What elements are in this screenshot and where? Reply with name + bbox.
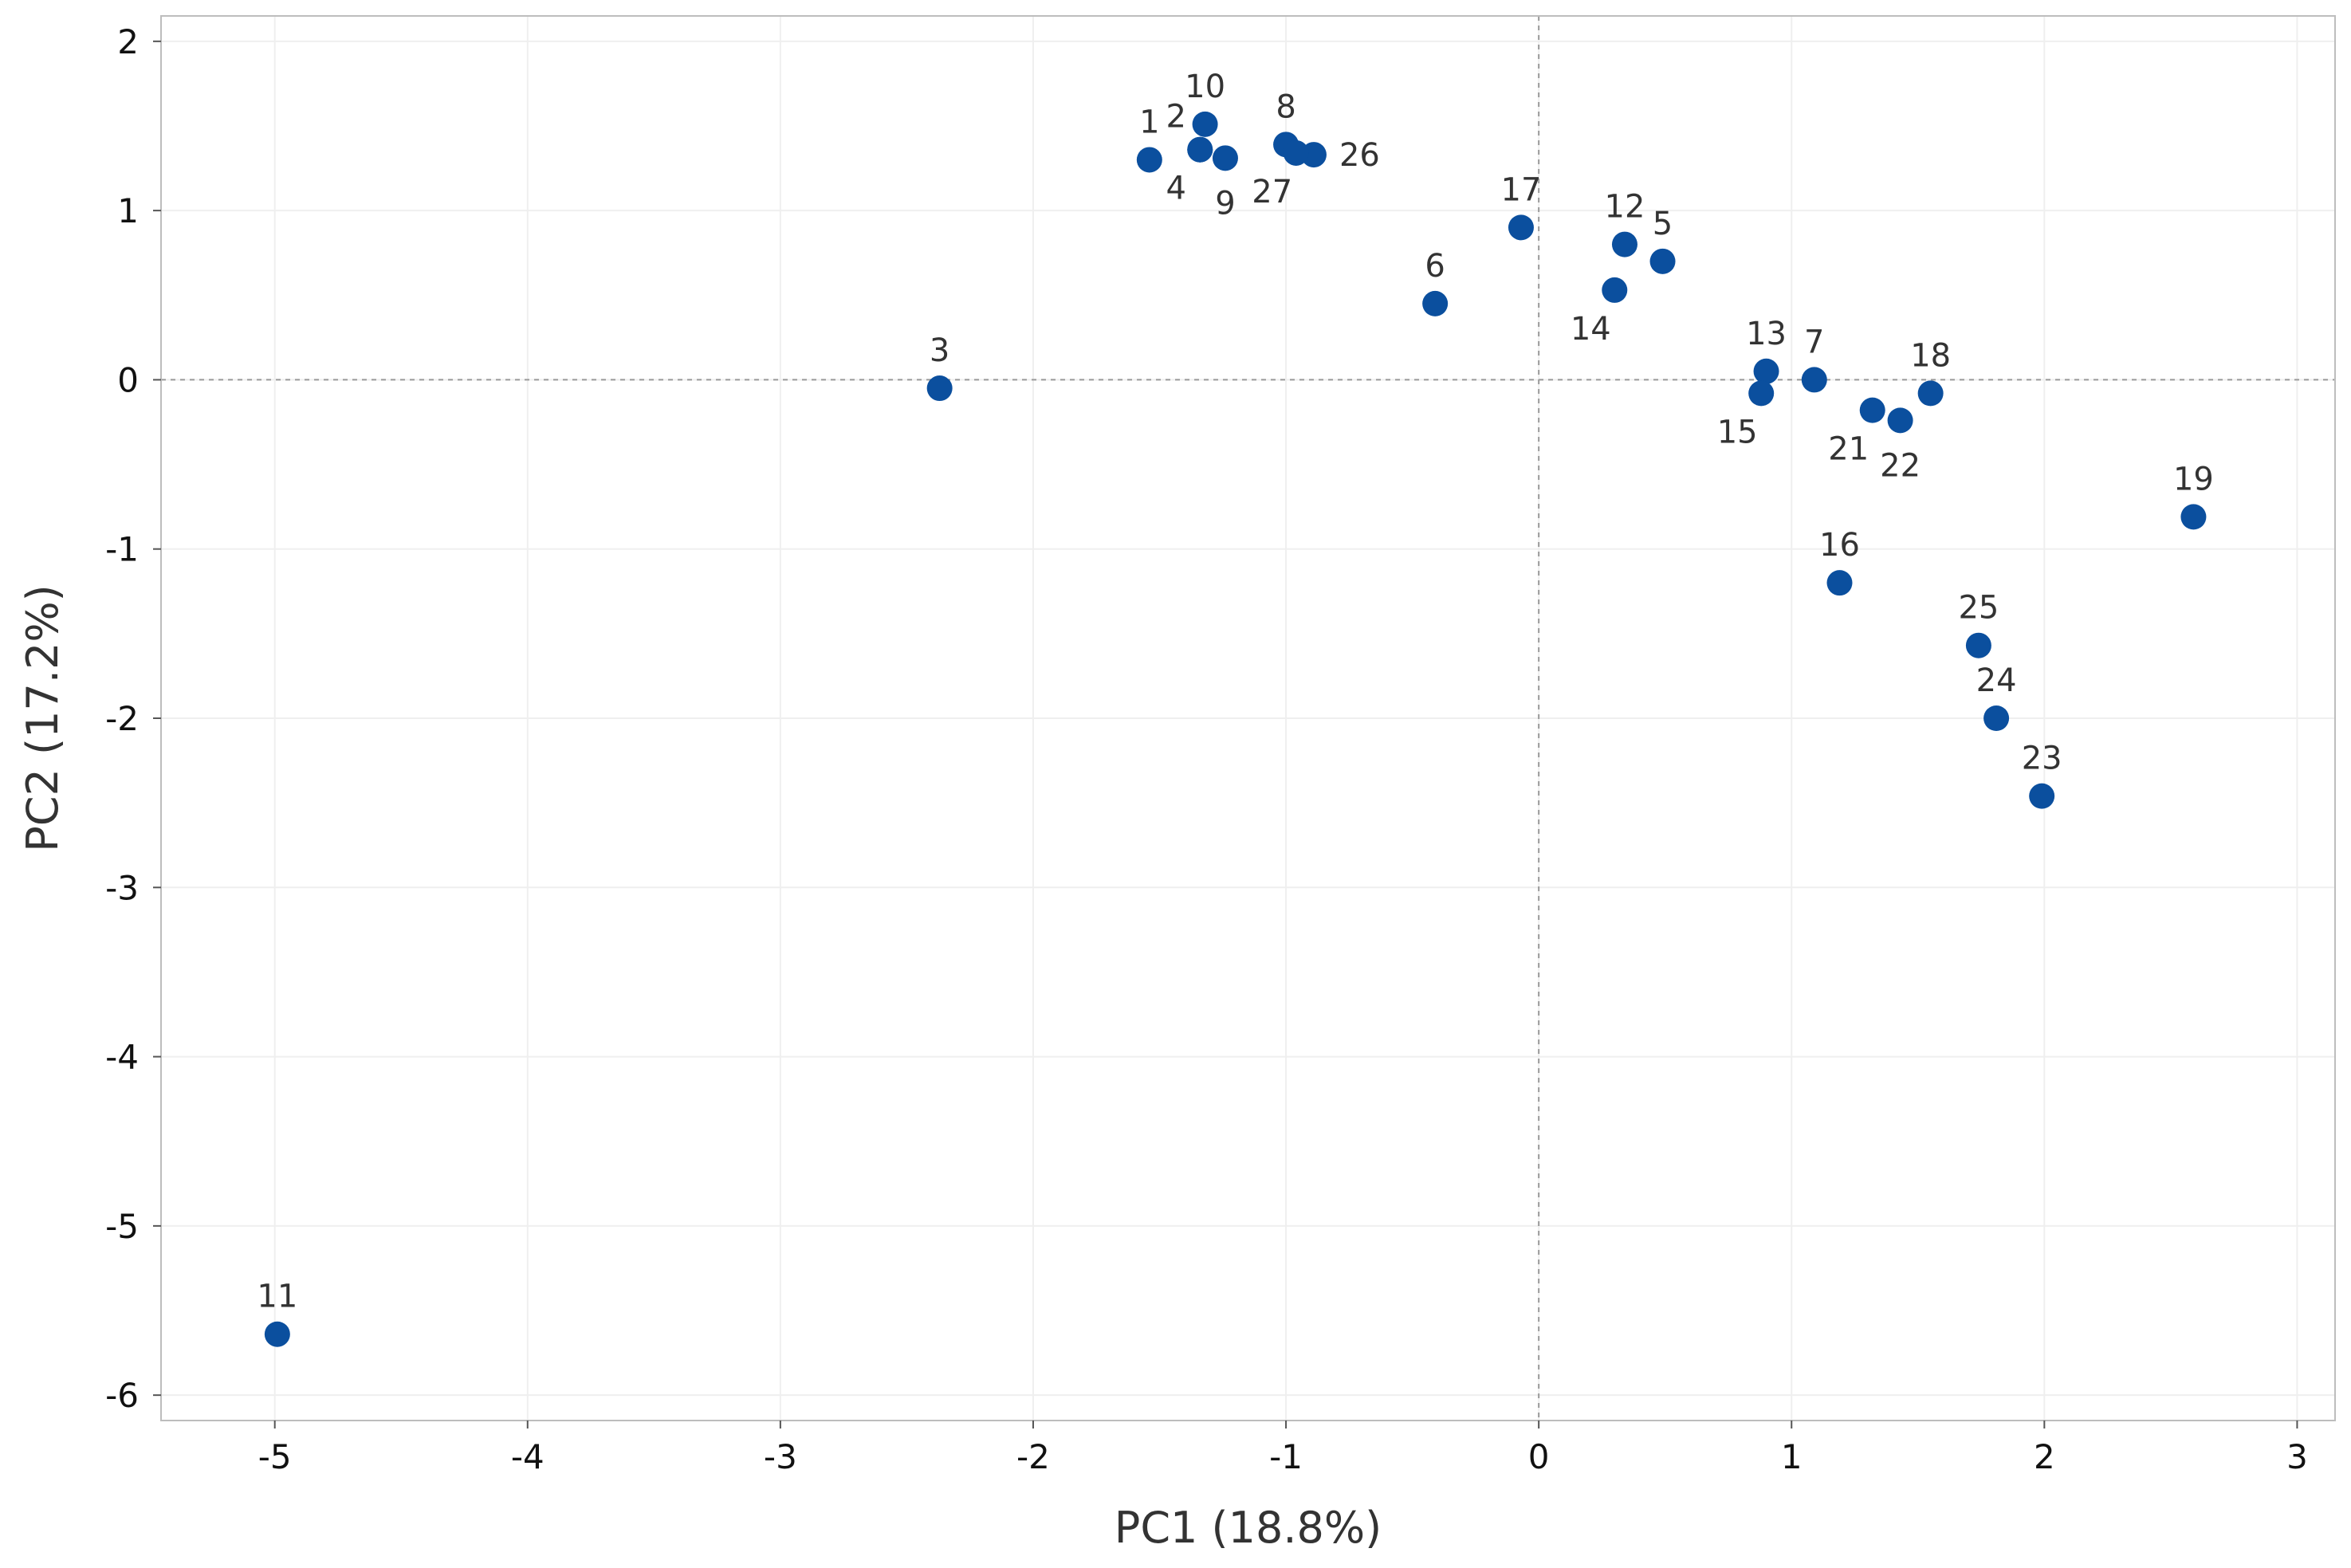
point-label-6: 6: [1425, 248, 1445, 285]
point-label-5: 5: [1653, 206, 1673, 242]
point-label-1: 1: [1139, 104, 1159, 140]
data-point-4: [1187, 136, 1213, 163]
point-label-24: 24: [1976, 662, 2017, 699]
data-point-27: [1283, 140, 1309, 166]
point-label-25: 25: [1958, 590, 1999, 627]
point-label-11: 11: [257, 1279, 297, 1315]
point-label-16: 16: [1819, 527, 1860, 564]
data-point-22: [1887, 407, 1913, 434]
point-label-4: 4: [1166, 171, 1186, 207]
x-tick-label: 3: [2286, 1437, 2308, 1476]
y-tick-label: -1: [105, 530, 139, 569]
x-tick-label: -1: [1269, 1437, 1303, 1476]
point-label-22: 22: [1880, 447, 1921, 484]
reference-lines: [161, 16, 2335, 1421]
data-point-17: [1508, 214, 1534, 241]
x-tick-label: -5: [258, 1437, 292, 1476]
y-tick-label: 1: [117, 191, 139, 230]
x-tick-label: -4: [511, 1437, 545, 1476]
point-label-9: 9: [1215, 185, 1235, 222]
data-point-25: [1965, 632, 1991, 658]
point-label-23: 23: [2022, 741, 2062, 777]
data-point-19: [2180, 504, 2207, 530]
point-label-7: 7: [1804, 324, 1824, 360]
data-point-6: [1422, 290, 1449, 316]
point-label-10: 10: [1185, 69, 1225, 105]
point-label-3: 3: [930, 332, 949, 369]
data-point-24: [1983, 705, 2010, 731]
data-point-12: [1611, 231, 1637, 257]
data-point-11: [264, 1321, 290, 1347]
data-point-23: [2029, 783, 2055, 809]
data-point-16: [1826, 570, 1853, 596]
data-point-15: [1748, 380, 1775, 407]
point-label-12: 12: [1605, 189, 1645, 226]
x-tick-label: -3: [764, 1437, 797, 1476]
x-tick-label: 2: [2034, 1437, 2055, 1476]
data-point-13: [1753, 358, 1779, 384]
y-axis-title: PC2 (17.2%): [18, 584, 68, 851]
data-point-9: [1212, 145, 1238, 171]
y-tick-label: -5: [105, 1207, 139, 1246]
point-label-14: 14: [1571, 311, 1611, 348]
point-label-18: 18: [1910, 337, 1951, 374]
point-label-8: 8: [1276, 88, 1295, 125]
point-label-19: 19: [2173, 461, 2214, 497]
data-point-10: [1192, 111, 1218, 137]
data-point-7: [1801, 367, 1827, 393]
data-point-3: [926, 375, 953, 402]
x-tick-label: 0: [1528, 1437, 1550, 1476]
data-point-5: [1649, 248, 1676, 274]
point-label-15: 15: [1717, 414, 1758, 450]
y-tick-label: 2: [117, 22, 139, 61]
x-tick-label: 1: [1781, 1437, 1803, 1476]
y-tick-label: -6: [105, 1376, 139, 1415]
y-tick-label: -3: [105, 868, 139, 907]
y-tick-label: -4: [105, 1038, 139, 1077]
data-point-21: [1859, 397, 1885, 423]
y-tick-label: 0: [117, 360, 139, 399]
point-label-17: 17: [1501, 171, 1542, 208]
y-tick-label: -2: [105, 699, 139, 738]
data-point-18: [1917, 380, 1944, 407]
x-tick-label: -2: [1016, 1437, 1050, 1476]
point-label-2: 2: [1166, 99, 1186, 136]
x-axis-title: PC1 (18.8%): [1115, 1503, 1382, 1553]
point-label-13: 13: [1746, 316, 1787, 352]
point-label-21: 21: [1828, 431, 1869, 468]
data-points: [264, 111, 2207, 1347]
data-point-14: [1602, 277, 1628, 303]
point-label-26: 26: [1339, 137, 1380, 174]
data-point-1: [1136, 147, 1162, 173]
point-label-27: 27: [1252, 174, 1292, 210]
